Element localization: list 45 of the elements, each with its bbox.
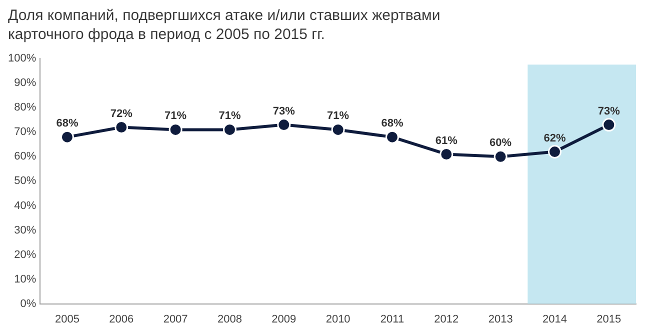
data-label: 68%	[56, 118, 78, 130]
x-tick-label: 2006	[109, 313, 134, 326]
y-tick-label: 20%	[14, 248, 36, 261]
data-label: 62%	[544, 132, 566, 144]
y-tick-label: 0%	[20, 298, 36, 310]
point	[331, 122, 345, 136]
y-tick-label: 40%	[14, 200, 36, 212]
x-tick-label: 2014	[542, 313, 567, 326]
point	[385, 130, 399, 144]
data-label: 68%	[381, 118, 404, 130]
y-tick-label: 10%	[14, 273, 36, 286]
point	[440, 147, 454, 161]
x-tick-label: 2013	[488, 313, 513, 326]
point	[602, 118, 616, 132]
x-tick-label: 2011	[380, 313, 404, 326]
y-tick-label: 70%	[14, 126, 36, 138]
point	[277, 118, 291, 132]
y-tick-label: 80%	[14, 102, 36, 114]
data-label: 60%	[490, 137, 512, 150]
point	[168, 122, 182, 136]
data-label: 71%	[218, 110, 241, 122]
point	[222, 122, 236, 136]
x-tick-label: 2007	[163, 313, 188, 326]
y-tick-label: 30%	[14, 224, 36, 236]
y-tick-label: 50%	[14, 175, 36, 188]
point	[548, 145, 562, 159]
x-tick-label: 2012	[434, 313, 459, 326]
chart-title: Доля компаний, подвергшихся атаке и/или ставших жертвами карточного фрода в период с 2005 по 2015 гг.	[8, 6, 442, 44]
data-label: 73%	[598, 105, 620, 118]
x-tick-label: 2010	[326, 313, 350, 326]
data-label: 72%	[110, 108, 133, 120]
y-tick-label: 90%	[14, 77, 36, 90]
point	[114, 120, 128, 134]
data-label: 73%	[272, 105, 296, 118]
y-tick-label: 100%	[8, 52, 36, 65]
point	[494, 150, 508, 164]
x-tick-label: 2005	[54, 313, 80, 326]
data-label: 71%	[164, 110, 187, 122]
x-tick-label: 2009	[272, 313, 296, 326]
data-label: 61%	[435, 134, 458, 147]
x-tick-label: 2015	[596, 313, 622, 326]
data-label: 71%	[327, 110, 350, 122]
point	[60, 130, 74, 144]
x-tick-label: 2008	[217, 313, 242, 326]
y-tick-label: 60%	[14, 150, 36, 163]
